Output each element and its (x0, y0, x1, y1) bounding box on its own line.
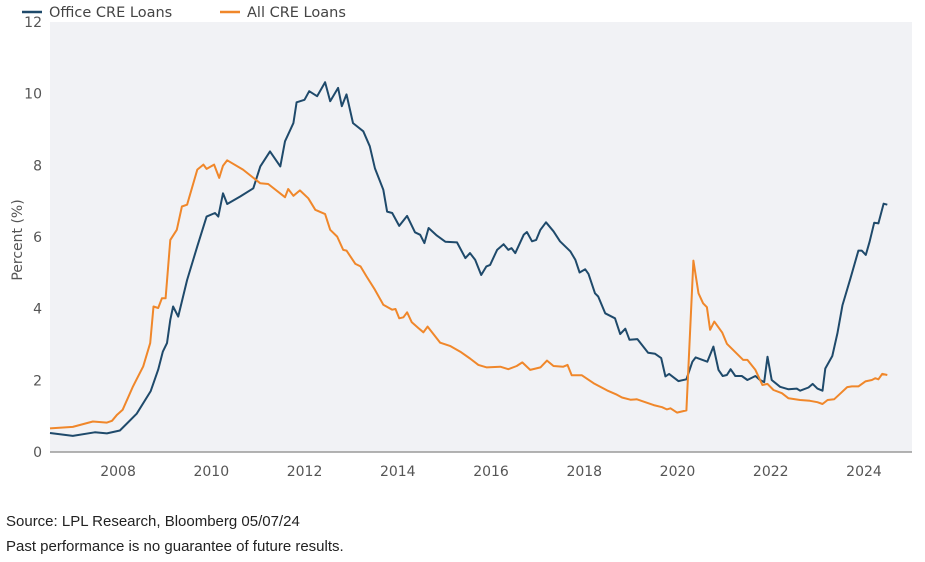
x-tick-label: 2024 (846, 464, 882, 480)
disclaimer-note: Past performance is no guarantee of futu… (6, 538, 344, 555)
source-note: Source: LPL Research, Bloomberg 05/07/24 (6, 513, 300, 530)
x-tick-label: 2016 (473, 464, 509, 480)
x-tick-label: 2014 (380, 464, 416, 480)
x-tick-label: 2020 (660, 464, 696, 480)
y-tick-label: 6 (33, 230, 42, 246)
y-tick-label: 4 (33, 302, 42, 318)
series-line-all-cre (49, 159, 888, 430)
y-tick-label: 8 (33, 158, 42, 174)
plot-area (50, 22, 912, 452)
series-line-office-cre (49, 81, 888, 437)
legend-label: All CRE Loans (247, 5, 346, 21)
y-tick-label: 2 (33, 373, 42, 389)
legend: Office CRE Loans All CRE Loans (22, 5, 346, 21)
y-axis-label: Percent (%) (10, 199, 26, 280)
y-tick-label: 12 (24, 15, 42, 31)
x-tick-label: 2010 (193, 464, 229, 480)
x-tick-label: 2022 (753, 464, 789, 480)
legend-label: Office CRE Loans (49, 5, 172, 21)
x-tick-label: 2018 (566, 464, 602, 480)
y-tick-label: 0 (33, 445, 42, 461)
x-tick-label: 2008 (100, 464, 136, 480)
y-tick-label: 10 (24, 87, 42, 103)
x-tick-label: 2012 (287, 464, 323, 480)
